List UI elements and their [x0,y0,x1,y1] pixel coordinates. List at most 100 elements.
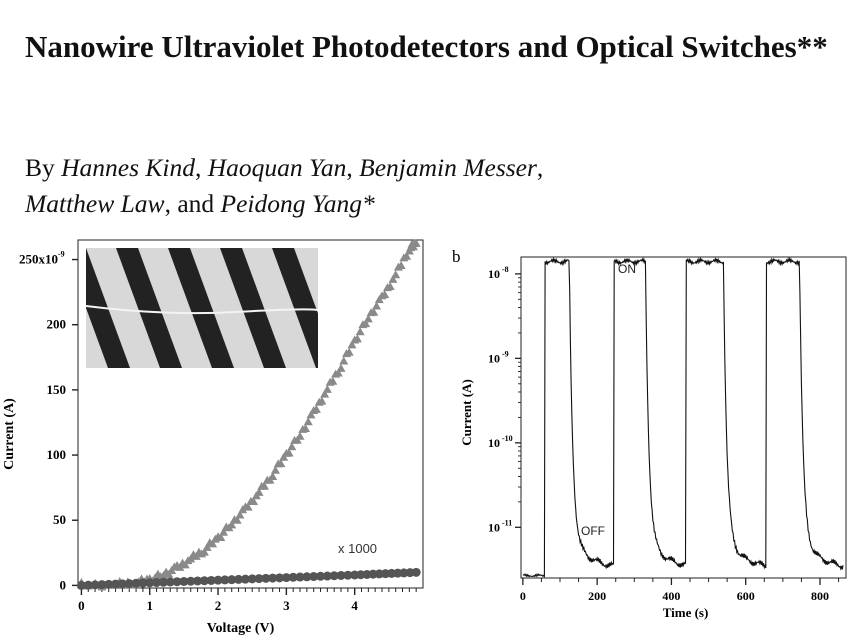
author: Hannes Kind [61,153,196,182]
y-tick-label: 200 [47,317,67,332]
data-point-circle [275,573,285,583]
data-point-triangle [270,465,280,474]
data-point-circle [254,574,264,584]
data-point-triangle [320,389,330,398]
electrode-stripe [294,248,318,314]
x-tick-label: 2 [215,598,222,613]
data-point-circle [240,574,250,584]
y-tick-label: 100 [47,447,67,462]
data-point-circle [411,567,421,577]
author: Matthew Law [25,189,165,218]
x-tick-label: 0 [78,598,85,613]
data-point-circle [343,570,353,580]
data-point-triangle [361,319,371,328]
y-tick-label: 10 [488,520,500,534]
panel-a-plot-frame [77,239,424,589]
data-point-circle [316,571,326,581]
data-point-circle [281,573,291,583]
data-point-triangle [249,497,259,506]
author: Benjamin Messer [359,153,537,182]
data-point-circle [124,579,134,589]
data-point-triangle [175,562,185,571]
data-point-triangle [336,363,346,372]
data-point-triangle [322,384,332,393]
y-tick-label: 10 [488,351,500,365]
data-point-triangle [344,347,354,356]
data-point-triangle [284,448,294,457]
data-point-triangle [208,539,218,548]
data-point-circle [199,576,209,586]
y-tick-label: 250x10 [19,252,58,267]
data-point-triangle [199,547,209,556]
data-point-circle [193,576,203,586]
data-point-triangle [287,442,297,451]
data-point-triangle [352,334,362,343]
data-point-circle [111,579,121,589]
data-point-triangle [380,290,390,299]
y-tick-exponent: -10 [502,434,513,443]
panel-a-marks [76,238,421,591]
author: Peidong Yang* [220,189,375,218]
electrode-stripe [138,248,212,368]
data-point-triangle [180,560,190,569]
panel-a-iv-chart: 0 1 2 3 4 0 50 100 150 200 250x10 -9 x 1000 Voltage… [2,238,424,636]
electrode-stripe [190,248,264,368]
data-point-circle [158,577,168,587]
data-point-triangle [355,327,365,336]
data-point-triangle [216,533,226,542]
panel-b-label: b [452,247,461,266]
data-point-triangle [372,301,382,310]
y-tick-label: 10 [488,267,500,281]
data-point-triangle [227,520,237,529]
data-point-triangle [388,274,398,283]
data-point-triangle [385,281,395,290]
data-point-circle [288,572,298,582]
data-point-triangle [260,481,270,490]
data-point-circle [104,579,114,589]
panel-b-y-axis-label: Current (A) [459,379,474,446]
panel-a-x-axis-label: Voltage (V) [207,621,275,636]
data-point-circle [336,570,346,580]
data-point-circle [295,572,305,582]
data-point-circle [131,578,141,588]
paper-title: Nanowire Ultraviolet Photodetectors and … [25,29,828,64]
data-point-triangle [347,340,357,349]
data-point-triangle [391,270,401,279]
photocurrent-trace [522,256,844,578]
on-annotation: ON [618,262,636,276]
data-point-triangle [396,260,406,269]
data-point-triangle [276,459,286,468]
data-point-circle [186,576,196,586]
x-tick-label: 200 [588,589,606,603]
data-point-triangle [402,251,412,260]
x-tick-label: 4 [351,598,358,613]
data-point-triangle [235,510,245,519]
data-point-triangle [363,314,373,323]
x-tick-label: 3 [283,598,290,613]
x-tick-label: 0 [520,589,526,603]
y-tick-label: 50 [53,512,66,527]
nanowire [86,305,318,315]
data-point-circle [329,571,339,581]
electrode-stripe [242,248,316,368]
data-point-triangle [202,542,212,551]
off-annotation: OFF [581,524,605,538]
data-point-circle [206,575,216,585]
data-point-circle [309,572,319,582]
data-point-circle [261,573,271,583]
data-point-circle [97,580,107,590]
data-point-circle [83,580,93,590]
data-point-circle [117,579,127,589]
data-point-triangle [369,307,379,316]
data-point-triangle [300,424,310,433]
data-point-triangle [254,487,264,496]
data-point-triangle [306,410,316,419]
data-point-circle [145,578,155,588]
y-tick-exponent: -11 [502,518,512,527]
author: Haoquan Yan [207,153,347,182]
data-point-circle [165,577,175,587]
electrode-stripe [346,248,420,368]
x1000-annotation: x 1000 [338,541,377,556]
